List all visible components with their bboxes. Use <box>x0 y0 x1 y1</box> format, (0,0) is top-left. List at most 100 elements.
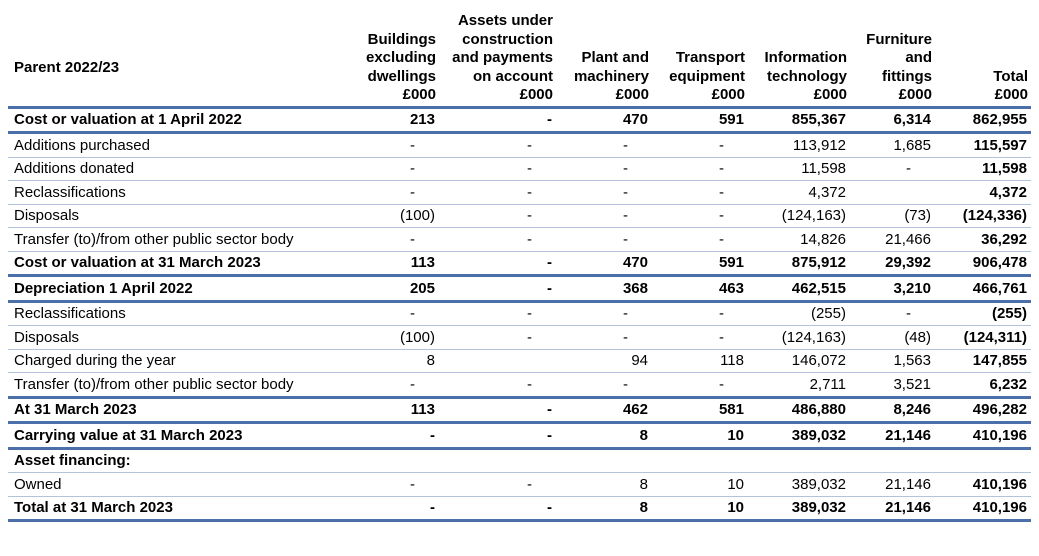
column-header: Buildings excluding dwellings £000 <box>350 12 439 107</box>
cell-value: - <box>652 325 748 350</box>
cell-value <box>850 180 935 205</box>
column-header-line: on account <box>472 67 553 85</box>
row-label: Cost or valuation at 1 April 2022 <box>8 107 350 134</box>
cell-value <box>935 448 1031 473</box>
cell-value: 147,855 <box>935 349 1031 373</box>
row-label: Reclassifications <box>8 180 350 205</box>
cell-value: (255) <box>935 301 1031 326</box>
row-label: Asset financing: <box>8 448 350 473</box>
cell-value: - <box>439 325 556 350</box>
cell-value: 11,598 <box>748 157 850 181</box>
cell-value: - <box>652 301 748 326</box>
cell-value: - <box>652 204 748 228</box>
column-header-line: £000 <box>994 86 1028 103</box>
cell-value: (100) <box>350 204 439 228</box>
cell-value: 463 <box>652 275 748 303</box>
cell-value: 855,367 <box>748 107 850 134</box>
cell-value: 1,685 <box>850 132 935 158</box>
table-row: Additions donated - - - -11,598-11,598 <box>8 157 1031 181</box>
row-label: Additions purchased <box>8 132 350 158</box>
cell-value: 113 <box>350 251 439 277</box>
cell-value: - <box>439 422 556 450</box>
cell-value: - <box>439 372 556 399</box>
cell-value: 205 <box>350 275 439 303</box>
cell-value: 21,146 <box>850 496 935 522</box>
row-label: Owned <box>8 472 350 497</box>
cell-value: 21,146 <box>850 422 935 450</box>
cell-value: 8 <box>556 472 652 497</box>
row-label: At 31 March 2023 <box>8 397 350 424</box>
table-row: Carrying value at 31 March 2023- -8 10 389,… <box>8 422 1031 450</box>
cell-value: - <box>556 227 652 252</box>
cell-value: (124,336) <box>935 204 1031 228</box>
cell-value: - <box>556 204 652 228</box>
column-header-line: £000 <box>813 86 847 103</box>
column-header-line: £000 <box>615 86 649 103</box>
cell-value: 410,196 <box>935 496 1031 522</box>
cell-value: - <box>652 132 748 158</box>
cell-value: - <box>439 397 556 424</box>
cell-value: 3,210 <box>850 275 935 303</box>
column-header: Total £000 <box>935 12 1031 107</box>
cell-value <box>652 448 748 473</box>
column-header-line: Buildings <box>367 30 436 48</box>
cell-value: 115,597 <box>935 132 1031 158</box>
table-row: Cost or valuation at 1 April 2022 213-470… <box>8 107 1031 134</box>
cell-value: - <box>439 107 556 134</box>
cell-value: 6,314 <box>850 107 935 134</box>
column-header-line: £000 <box>898 86 932 103</box>
cell-value: - <box>439 227 556 252</box>
cell-value: - <box>439 251 556 277</box>
cell-value: 1,563 <box>850 349 935 373</box>
cell-value: - <box>850 157 935 181</box>
cell-value: 21,146 <box>850 472 935 497</box>
column-header-line: technology <box>766 67 847 85</box>
cell-value <box>556 448 652 473</box>
cell-value <box>748 448 850 473</box>
table-row: Charged during the year 8 94 118 146,072 1,56… <box>8 349 1031 373</box>
cell-value: - <box>556 325 652 350</box>
cell-value: 2,711 <box>748 372 850 399</box>
cell-value <box>850 448 935 473</box>
cell-value: - <box>850 301 935 326</box>
asset-table: Parent 2022/23 Buildings excluding dwellin… <box>8 12 1031 522</box>
column-header-line: machinery <box>573 67 649 85</box>
cell-value: 94 <box>556 349 652 373</box>
table-row: Reclassifications - - - - (255) - (255) <box>8 301 1031 326</box>
cell-value: 462,515 <box>748 275 850 303</box>
column-header-line: £000 <box>711 86 745 103</box>
cell-value: - <box>350 180 439 205</box>
cell-value: - <box>556 301 652 326</box>
cell-value: - <box>350 301 439 326</box>
cell-value: (73) <box>850 204 935 228</box>
cell-value: 36,292 <box>935 227 1031 252</box>
column-header: Information technology £000 <box>748 12 850 107</box>
cell-value: - <box>350 157 439 181</box>
table-row: Reclassifications - - - -4,372 4,372 <box>8 180 1031 205</box>
column-header-line: equipment <box>669 67 745 85</box>
cell-value: - <box>556 157 652 181</box>
column-header-line: fittings <box>882 67 932 85</box>
column-header: Furniture and fittings £000 <box>850 12 935 107</box>
cell-value: 906,478 <box>935 251 1031 277</box>
cell-value: - <box>556 132 652 158</box>
cell-value: 8,246 <box>850 397 935 424</box>
cell-value: 389,032 <box>748 472 850 497</box>
cell-value: - <box>350 227 439 252</box>
column-header-line: dwellings <box>367 67 436 85</box>
header-row: Parent 2022/23 Buildings excluding dwellin… <box>8 12 1031 107</box>
column-header-line: and payments <box>452 49 553 66</box>
cell-value: 11,598 <box>935 157 1031 181</box>
cell-value: 21,466 <box>850 227 935 252</box>
cell-value: - <box>350 132 439 158</box>
table-body: Cost or valuation at 1 April 2022 213-470… <box>8 107 1031 522</box>
cell-value: (100) <box>350 325 439 350</box>
table-row: Cost or valuation at 31 March 2023 113-47… <box>8 251 1031 277</box>
row-label: Transfer (to)/from other public sector b… <box>8 372 350 399</box>
table-row: Disposals (100) - - - (124,163) (73) (124,336) <box>8 204 1031 228</box>
cell-value: 29,392 <box>850 251 935 277</box>
cell-value: - <box>652 372 748 399</box>
cell-value: 118 <box>652 349 748 373</box>
cell-value: 470 <box>556 107 652 134</box>
